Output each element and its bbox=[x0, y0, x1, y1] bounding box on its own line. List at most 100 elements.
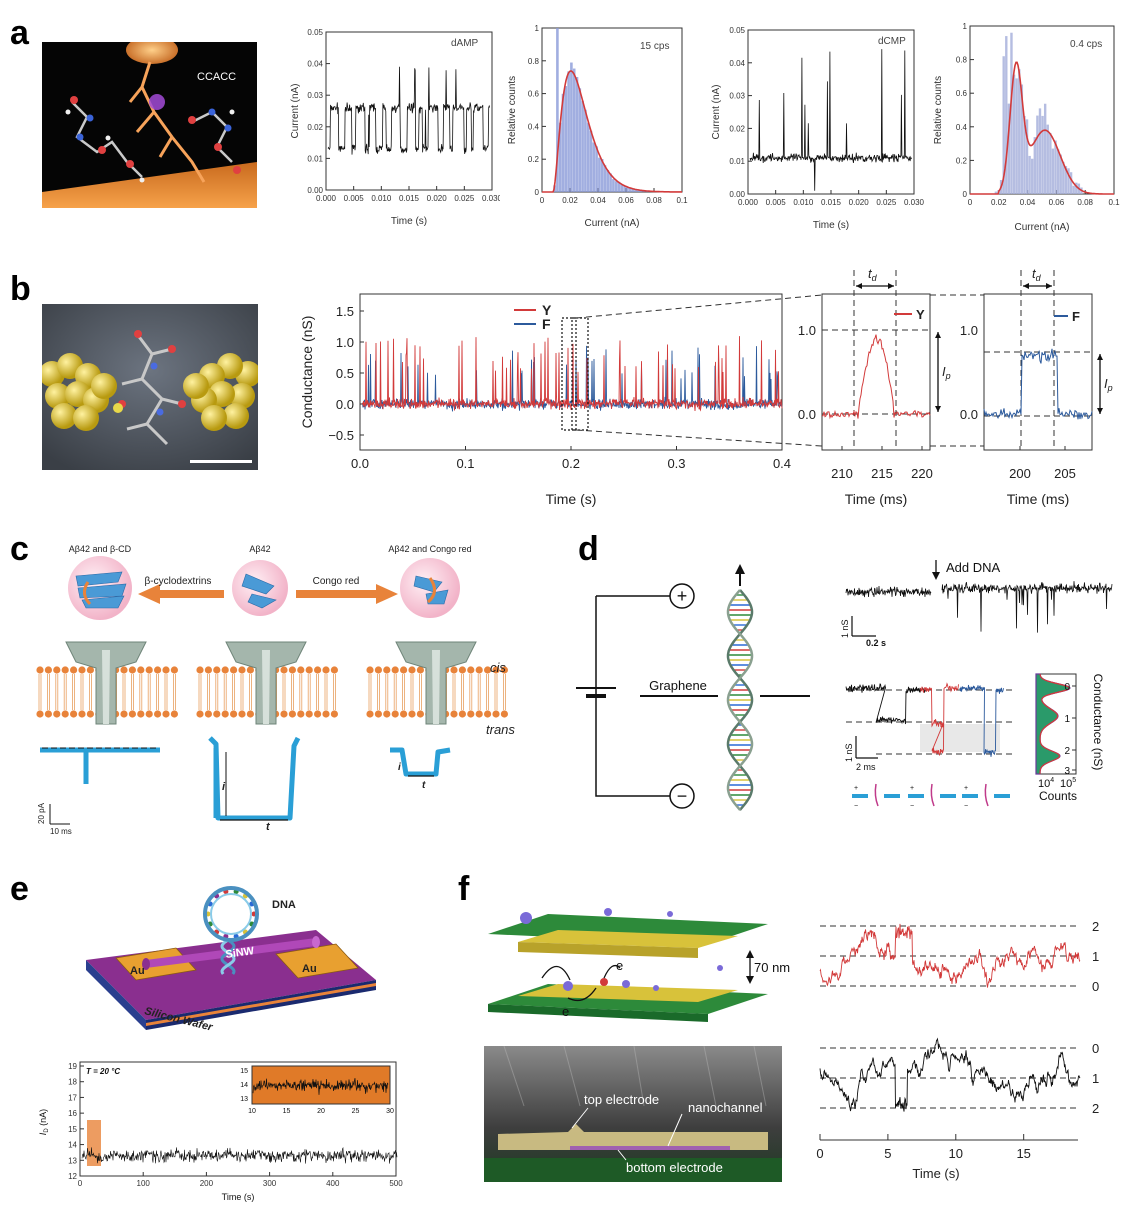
zoom-highlight bbox=[87, 1120, 101, 1166]
x-tick-label: 15 bbox=[1016, 1146, 1030, 1161]
y-tick-label: 0.00 bbox=[729, 190, 745, 199]
scale-y-label: 20 pA bbox=[37, 802, 46, 824]
y-tick-label: 1.5 bbox=[336, 304, 354, 319]
histogram-bar bbox=[603, 165, 607, 192]
dCMP-histogram-plot: 0 0.02 0.04 0.06 0.08 0.1 1 0.8 0.6 0.4 0.2 0 0.4 c… bbox=[933, 22, 1120, 233]
x-tick-label: 0.020 bbox=[427, 194, 448, 203]
ip-label: Ip bbox=[1104, 376, 1113, 393]
y-tick-label: 15 bbox=[68, 1125, 77, 1134]
y-tick-label: 12 bbox=[68, 1172, 77, 1181]
histogram-bar bbox=[623, 185, 626, 192]
x-tick-label: 400 bbox=[326, 1179, 340, 1188]
histogram-bar bbox=[1002, 56, 1005, 194]
panel-d-add-dna-trace: Add DNA 1 nS 0.2 s bbox=[840, 560, 1113, 648]
panel-label-d: d bbox=[578, 530, 599, 568]
graphene-label: Graphene bbox=[649, 678, 707, 693]
x-axis-label: Time (s) bbox=[546, 491, 597, 507]
x-tick-label: 0.04 bbox=[590, 196, 606, 205]
trans-label: trans bbox=[486, 722, 515, 737]
histogram-bar bbox=[626, 187, 629, 192]
dna-translocation-trace bbox=[941, 581, 1113, 633]
x-tick-label: 0.1 bbox=[676, 196, 688, 205]
dAMP-histogram-plot: 0 0.02 0.04 0.06 0.08 0.1 1 0.8 0.6 0.4 0.2 0 15 cp… bbox=[507, 24, 688, 229]
x-tick-label: 0.1 bbox=[456, 456, 474, 471]
x-tick-label: 0.005 bbox=[766, 198, 787, 207]
histogram-bar bbox=[1051, 148, 1055, 194]
panel-e-sinw-device: DNA Au Au SiNW Silicon Wafer bbox=[86, 886, 376, 1034]
x-tick-label: 500 bbox=[389, 1179, 403, 1188]
red-level-1: 1 bbox=[1092, 949, 1099, 964]
inset-y-tick: 15 bbox=[240, 1068, 248, 1075]
y-tick-label: 0.01 bbox=[307, 154, 323, 163]
plot-frame bbox=[541, 27, 683, 193]
x-axis-label: Time (s) bbox=[813, 220, 849, 231]
current-trace bbox=[208, 736, 301, 821]
x-tick-label: 200 bbox=[1009, 466, 1031, 481]
y-tick-label: 0 bbox=[535, 188, 540, 197]
inset-y-tick: 14 bbox=[240, 1082, 248, 1089]
i-label-right: i bbox=[398, 762, 401, 773]
y-tick-label: 0.2 bbox=[528, 155, 540, 164]
histogram-bar bbox=[1059, 154, 1062, 194]
electron-label-1: e bbox=[616, 958, 623, 973]
x-axis-label: Current (nA) bbox=[584, 218, 639, 229]
svg-text:+: + bbox=[964, 785, 968, 792]
histogram-bar bbox=[592, 142, 596, 192]
x-tick-label: 0.06 bbox=[1049, 198, 1065, 207]
histogram-bar bbox=[606, 169, 610, 192]
red-level-trace bbox=[819, 923, 1081, 988]
y-axis-label: Conductance (nS) bbox=[1091, 674, 1105, 771]
dCMP-current-trace bbox=[749, 49, 912, 191]
histogram-bar bbox=[1023, 115, 1026, 194]
y-tick-label: 1.0 bbox=[336, 335, 354, 350]
histogram-bar bbox=[567, 71, 570, 192]
y-tick-label: 0.5 bbox=[336, 366, 354, 381]
x-tick-label: 0.4 bbox=[773, 456, 791, 471]
histogram-bar bbox=[994, 191, 998, 194]
x-tick-label: 5 bbox=[884, 1146, 891, 1161]
histogram-bar bbox=[1072, 185, 1075, 194]
histogram-bar bbox=[598, 157, 601, 192]
inset-y-tick: 13 bbox=[240, 1096, 248, 1103]
histogram-bar bbox=[1064, 166, 1068, 194]
panel-label-e: e bbox=[10, 870, 29, 908]
y-axis-label: ID (nA) bbox=[38, 1109, 50, 1135]
dAMP-trace-plot: 0.000 0.005 0.010 0.015 0.020 0.025 0.030 0.05 0… bbox=[290, 28, 500, 227]
histogram-bar bbox=[564, 86, 568, 192]
cis-label: cis bbox=[490, 660, 506, 675]
y-tick-label: 0.03 bbox=[307, 91, 323, 100]
panel-f-level-traces: 2 1 0 0 1 2 0 5 10 15 Time (s) bbox=[816, 919, 1099, 1181]
svg-text:+: + bbox=[910, 785, 914, 792]
x-tick-label: 0.0 bbox=[351, 456, 369, 471]
inset-x-tick: 25 bbox=[352, 1108, 360, 1115]
y-tick-label: 16 bbox=[68, 1109, 77, 1118]
y-tick-label: 0.01 bbox=[729, 157, 745, 166]
histogram-bar bbox=[1041, 115, 1044, 194]
y-tick-label: 0.00 bbox=[307, 186, 323, 195]
scale-x-label: 10 ms bbox=[50, 827, 72, 836]
panel-b-zoom-F-plot: 200 205 1.0 0.0 td Ip F Time (ms) bbox=[960, 266, 1113, 507]
x-tick-label: 0.030 bbox=[482, 194, 500, 203]
y-tick-label: 0.0 bbox=[336, 397, 354, 412]
panel-d-histogram: 0 1 2 3 Conductance (nS) 104 105 Counts bbox=[1035, 673, 1105, 803]
black-level-1: 1 bbox=[1092, 1071, 1099, 1086]
y-tick-label: 19 bbox=[68, 1062, 77, 1071]
panel-d-graphene-circuit: + − Graphene bbox=[576, 564, 810, 811]
histogram-bar bbox=[578, 88, 582, 192]
red-level-trace bbox=[919, 682, 959, 757]
rate-label: 0.4 cps bbox=[1070, 39, 1102, 50]
histogram-bar bbox=[595, 146, 598, 192]
panel-label-f: f bbox=[458, 870, 470, 908]
panel-c-nanopore-diagram: Aβ42 and β-CD Aβ42 Aβ42 and Congo red β-… bbox=[36, 544, 515, 836]
x-tick-label: 0.000 bbox=[316, 194, 337, 203]
histogram-bar bbox=[620, 184, 624, 192]
y-tick-label: 0.2 bbox=[956, 156, 968, 165]
histogram-bar bbox=[1036, 115, 1039, 194]
x-tick-label: 0.08 bbox=[1077, 198, 1093, 207]
gap-label: 70 nm bbox=[754, 960, 790, 975]
x-tick-label: 215 bbox=[871, 466, 893, 481]
electron-label-2: e bbox=[562, 1004, 569, 1019]
add-dna-label: Add DNA bbox=[946, 560, 1001, 575]
histogram-bar bbox=[1069, 172, 1073, 194]
